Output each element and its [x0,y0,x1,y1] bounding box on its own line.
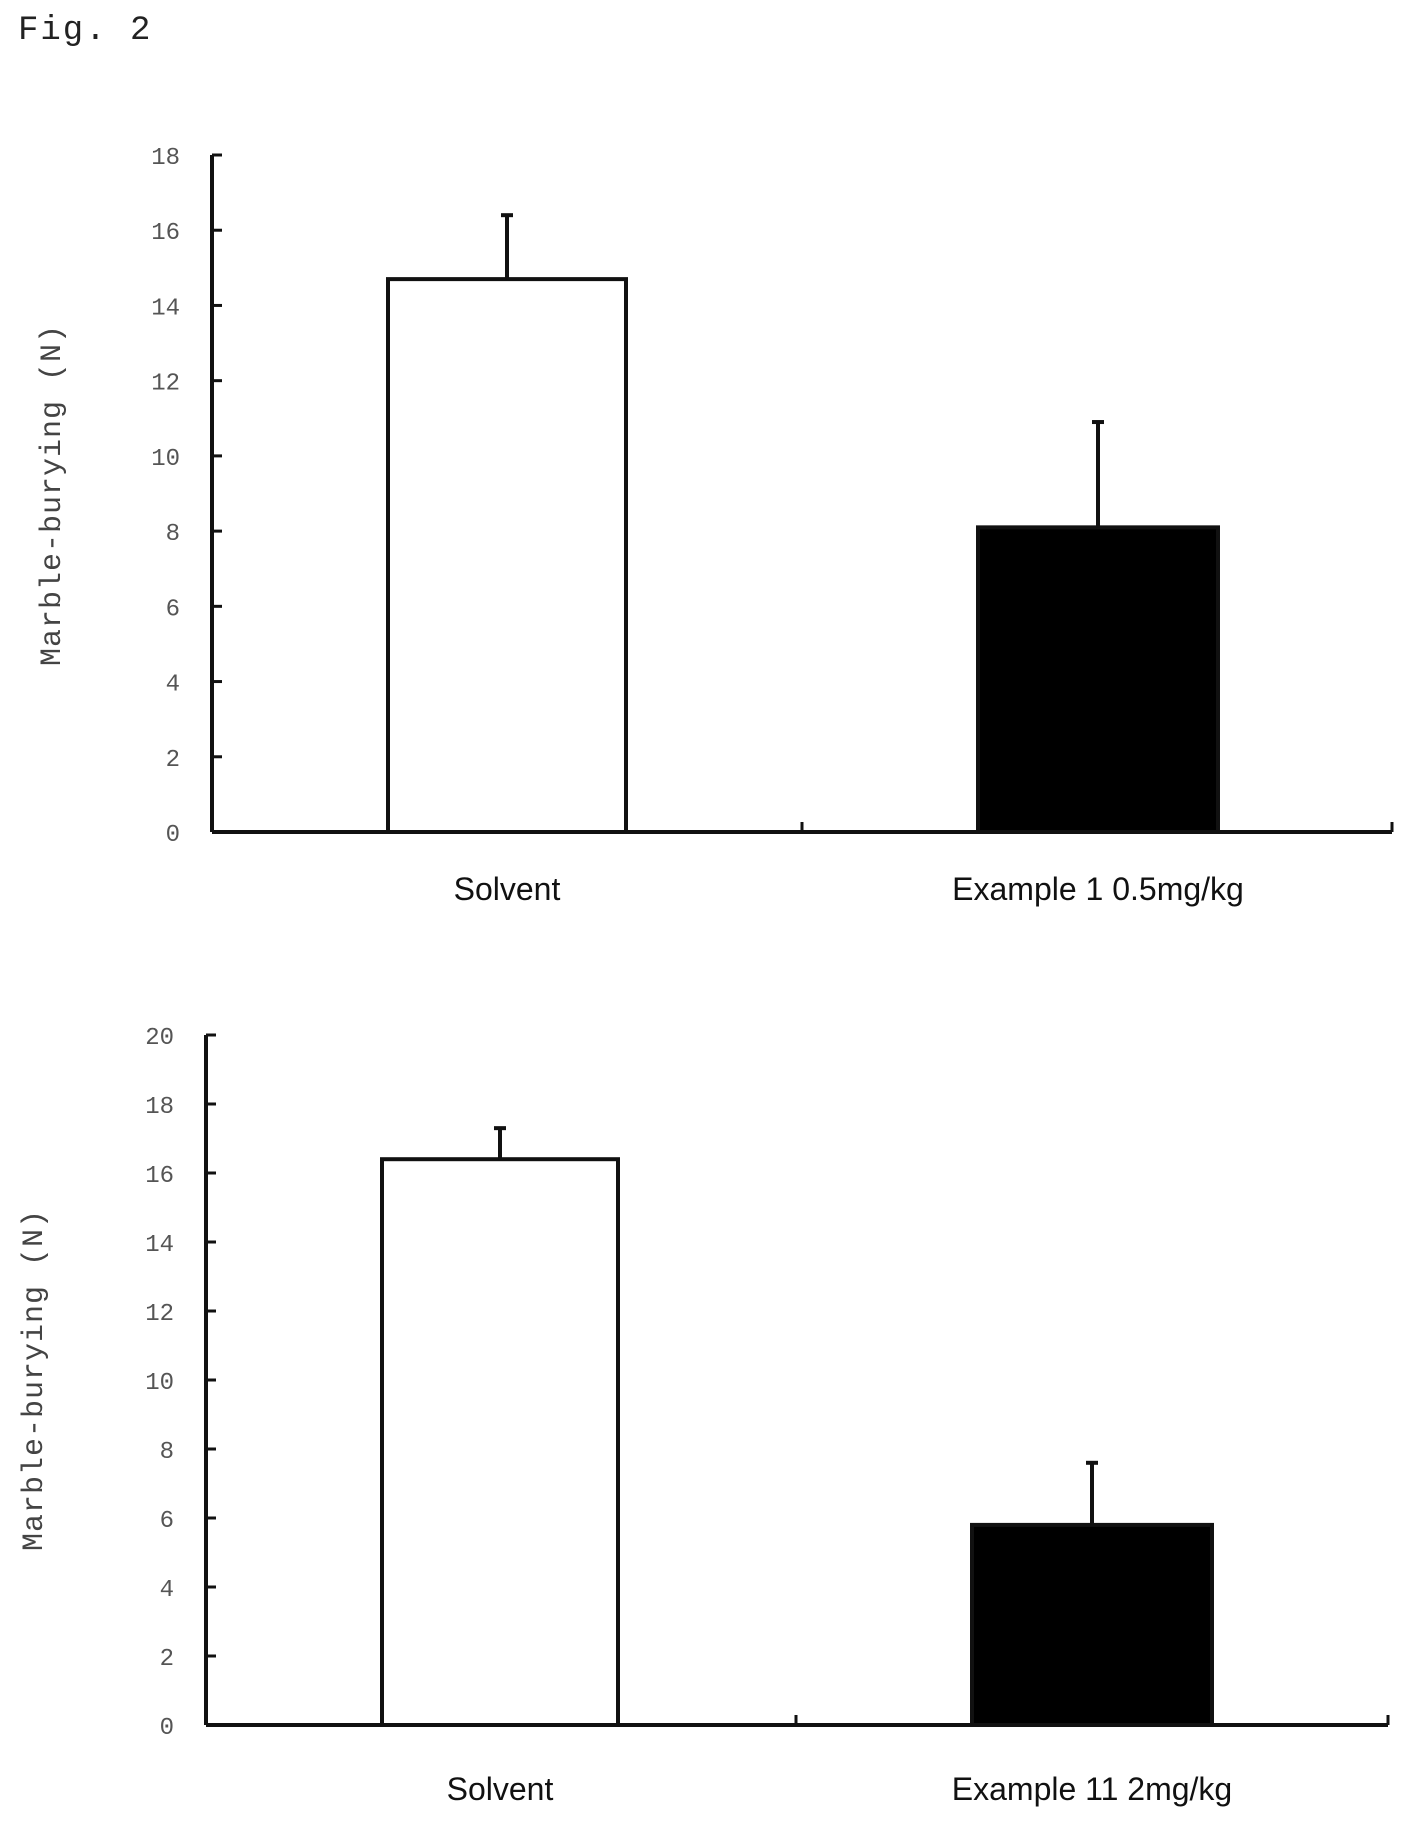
bar-solvent [380,1157,620,1727]
y-tick-label: 12 [145,1301,174,1328]
figure-title: Fig. 2 [18,12,153,50]
bar-chart-top: 0 2 4 6 8 10 12 14 16 18 Marble-burying (N) Solvent… [36,145,1394,907]
y-axis-label: Marble-burying (N) [36,324,70,666]
y-tick-label: 14 [145,1232,174,1259]
y-tick-label: 8 [160,1439,174,1466]
bar-example [970,1522,1214,1728]
bar-chart-bottom: 0 2 4 6 8 10 12 14 16 18 20 Marble-burying (N) Solve… [18,1025,1390,1807]
y-tick-label: 16 [145,1163,174,1190]
y-tick-label: 20 [145,1025,174,1052]
y-tick-label: 18 [145,1094,174,1121]
category-label: Solvent [454,871,561,907]
y-tick-label: 16 [151,220,180,247]
y-tick-label: 2 [166,747,180,774]
y-axis-label: Marble-burying (N) [18,1209,52,1551]
category-label: Example 11 2mg/kg [952,1771,1232,1807]
category-label: Example 1 0.5mg/kg [952,871,1244,907]
y-tick-label: 12 [151,371,180,398]
y-tick-label: 14 [151,295,180,322]
y-tick-label: 6 [160,1508,174,1535]
category-label: Solvent [447,1771,554,1807]
y-tick-label: 10 [151,446,180,473]
y-tick-label: 4 [160,1577,174,1604]
bar-solvent [386,277,628,835]
y-tick-label: 0 [166,822,180,849]
y-tick-label: 0 [160,1715,174,1742]
bar-example [976,525,1220,834]
y-tick-label: 4 [166,672,180,699]
y-tick-label: 8 [166,521,180,548]
y-tick-label: 10 [145,1370,174,1397]
y-tick-label: 6 [166,596,180,623]
y-tick-label: 2 [160,1646,174,1673]
y-tick-label: 18 [151,145,180,172]
